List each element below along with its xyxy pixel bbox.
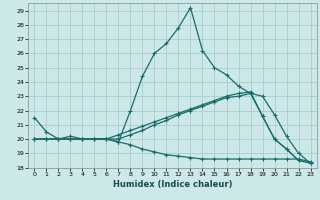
X-axis label: Humidex (Indice chaleur): Humidex (Indice chaleur) [113,180,232,189]
